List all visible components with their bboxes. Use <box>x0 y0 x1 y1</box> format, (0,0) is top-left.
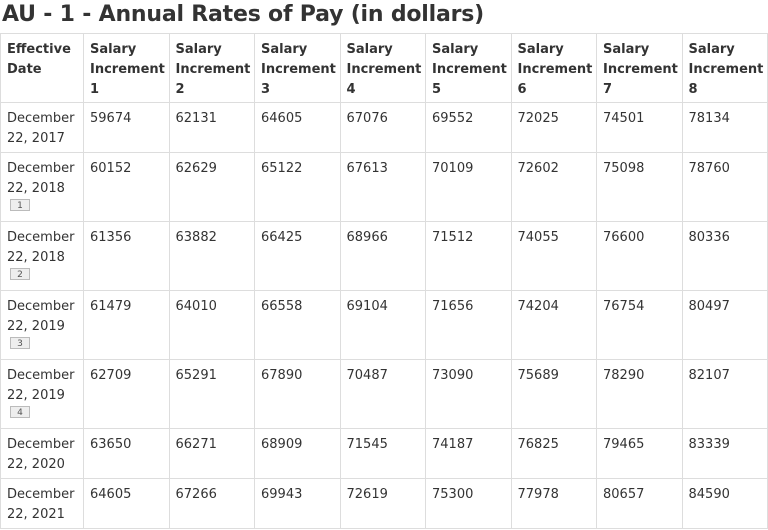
effective-date-text: December 22, 2019 <box>7 368 75 403</box>
salary-increment-7-cell: 78290 <box>596 359 683 429</box>
footnote-link[interactable]: 4 <box>10 406 30 418</box>
column-header-increment-5: Salary Increment 5 <box>425 33 512 103</box>
salary-increment-1-cell: 62709 <box>83 359 170 429</box>
salary-increment-6-cell: 77978 <box>510 478 597 529</box>
salary-increment-2-cell: 66271 <box>168 428 255 479</box>
salary-increment-1-cell: 61356 <box>83 221 170 291</box>
salary-increment-2-cell: 62629 <box>168 152 255 222</box>
salary-increment-7-cell: 74501 <box>596 102 683 153</box>
salary-increment-6-cell: 74204 <box>510 290 597 360</box>
table-row: December 22, 2021 64605 67266 69943 72619 753… <box>0 478 768 529</box>
salary-increment-2-cell: 62131 <box>168 102 255 153</box>
effective-date-cell: December 22, 2021 <box>0 478 84 529</box>
effective-date-text: December 22, 2021 <box>7 487 75 522</box>
table-row: December 22, 2017 59674 62131 64605 67076 695… <box>0 102 768 153</box>
salary-increment-5-cell: 71656 <box>425 290 512 360</box>
salary-increment-5-cell: 75300 <box>425 478 512 529</box>
column-header-increment-3: Salary Increment 3 <box>254 33 341 103</box>
salary-increment-3-cell: 68909 <box>254 428 341 479</box>
salary-increment-7-cell: 76600 <box>596 221 683 291</box>
salary-increment-8-cell: 80497 <box>681 290 768 360</box>
pay-rates-table: Effective Date Salary Increment 1 Salary… <box>0 33 768 529</box>
effective-date-text: December 22, 2018 <box>7 161 75 196</box>
salary-increment-2-cell: 64010 <box>168 290 255 360</box>
salary-increment-4-cell: 67076 <box>339 102 426 153</box>
effective-date-text: December 22, 2017 <box>7 111 75 146</box>
salary-increment-2-cell: 65291 <box>168 359 255 429</box>
salary-increment-4-cell: 67613 <box>339 152 426 222</box>
salary-increment-7-cell: 80657 <box>596 478 683 529</box>
salary-increment-1-cell: 60152 <box>83 152 170 222</box>
salary-increment-4-cell: 69104 <box>339 290 426 360</box>
salary-increment-3-cell: 65122 <box>254 152 341 222</box>
salary-increment-2-cell: 67266 <box>168 478 255 529</box>
salary-increment-5-cell: 74187 <box>425 428 512 479</box>
column-header-increment-8: Salary Increment 8 <box>681 33 768 103</box>
effective-date-cell: December 22, 2018 1 <box>0 152 84 222</box>
column-header-effective-date: Effective Date <box>0 33 84 103</box>
footnote-link[interactable]: 1 <box>10 199 30 211</box>
salary-increment-3-cell: 66425 <box>254 221 341 291</box>
effective-date-text: December 22, 2019 <box>7 299 75 334</box>
salary-increment-4-cell: 71545 <box>339 428 426 479</box>
salary-increment-5-cell: 69552 <box>425 102 512 153</box>
table-row: December 22, 2020 63650 66271 68909 71545 741… <box>0 428 768 479</box>
column-header-increment-6: Salary Increment 6 <box>510 33 597 103</box>
salary-increment-6-cell: 72602 <box>510 152 597 222</box>
salary-increment-1-cell: 59674 <box>83 102 170 153</box>
salary-increment-1-cell: 64605 <box>83 478 170 529</box>
column-header-increment-4: Salary Increment 4 <box>339 33 426 103</box>
effective-date-cell: December 22, 2020 <box>0 428 84 479</box>
column-header-increment-1: Salary Increment 1 <box>83 33 170 103</box>
effective-date-cell: December 22, 2019 4 <box>0 359 84 429</box>
effective-date-text: December 22, 2018 <box>7 230 75 265</box>
effective-date-cell: December 22, 2019 3 <box>0 290 84 360</box>
effective-date-cell: December 22, 2018 2 <box>0 221 84 291</box>
footnote-link[interactable]: 2 <box>10 268 30 280</box>
footnote-link[interactable]: 3 <box>10 337 30 349</box>
salary-increment-8-cell: 83339 <box>681 428 768 479</box>
salary-increment-7-cell: 75098 <box>596 152 683 222</box>
salary-increment-3-cell: 66558 <box>254 290 341 360</box>
salary-increment-7-cell: 76754 <box>596 290 683 360</box>
effective-date-cell: December 22, 2017 <box>0 102 84 153</box>
salary-increment-5-cell: 73090 <box>425 359 512 429</box>
table-header-row: Effective Date Salary Increment 1 Salary… <box>0 33 768 103</box>
salary-increment-5-cell: 71512 <box>425 221 512 291</box>
salary-increment-6-cell: 72025 <box>510 102 597 153</box>
salary-increment-4-cell: 70487 <box>339 359 426 429</box>
column-header-increment-2: Salary Increment 2 <box>168 33 255 103</box>
table-row: December 22, 2019 3 61479 64010 66558 69104 71… <box>0 290 768 360</box>
salary-increment-8-cell: 80336 <box>681 221 768 291</box>
salary-increment-7-cell: 79465 <box>596 428 683 479</box>
salary-increment-8-cell: 84590 <box>681 478 768 529</box>
salary-increment-4-cell: 68966 <box>339 221 426 291</box>
salary-increment-2-cell: 63882 <box>168 221 255 291</box>
salary-increment-3-cell: 69943 <box>254 478 341 529</box>
salary-increment-6-cell: 74055 <box>510 221 597 291</box>
page-title: AU - 1 - Annual Rates of Pay (in dollars… <box>2 2 485 27</box>
salary-increment-1-cell: 61479 <box>83 290 170 360</box>
salary-increment-5-cell: 70109 <box>425 152 512 222</box>
salary-increment-6-cell: 76825 <box>510 428 597 479</box>
salary-increment-3-cell: 64605 <box>254 102 341 153</box>
salary-increment-6-cell: 75689 <box>510 359 597 429</box>
table-row: December 22, 2018 2 61356 63882 66425 68966 71… <box>0 221 768 291</box>
column-header-increment-7: Salary Increment 7 <box>596 33 683 103</box>
table-row: December 22, 2018 1 60152 62629 65122 67613 70… <box>0 152 768 222</box>
salary-increment-1-cell: 63650 <box>83 428 170 479</box>
table-row: December 22, 2019 4 62709 65291 67890 70487 73… <box>0 359 768 429</box>
salary-increment-3-cell: 67890 <box>254 359 341 429</box>
salary-increment-8-cell: 78760 <box>681 152 768 222</box>
salary-increment-8-cell: 78134 <box>681 102 768 153</box>
effective-date-text: December 22, 2020 <box>7 437 75 472</box>
salary-increment-4-cell: 72619 <box>339 478 426 529</box>
salary-increment-8-cell: 82107 <box>681 359 768 429</box>
